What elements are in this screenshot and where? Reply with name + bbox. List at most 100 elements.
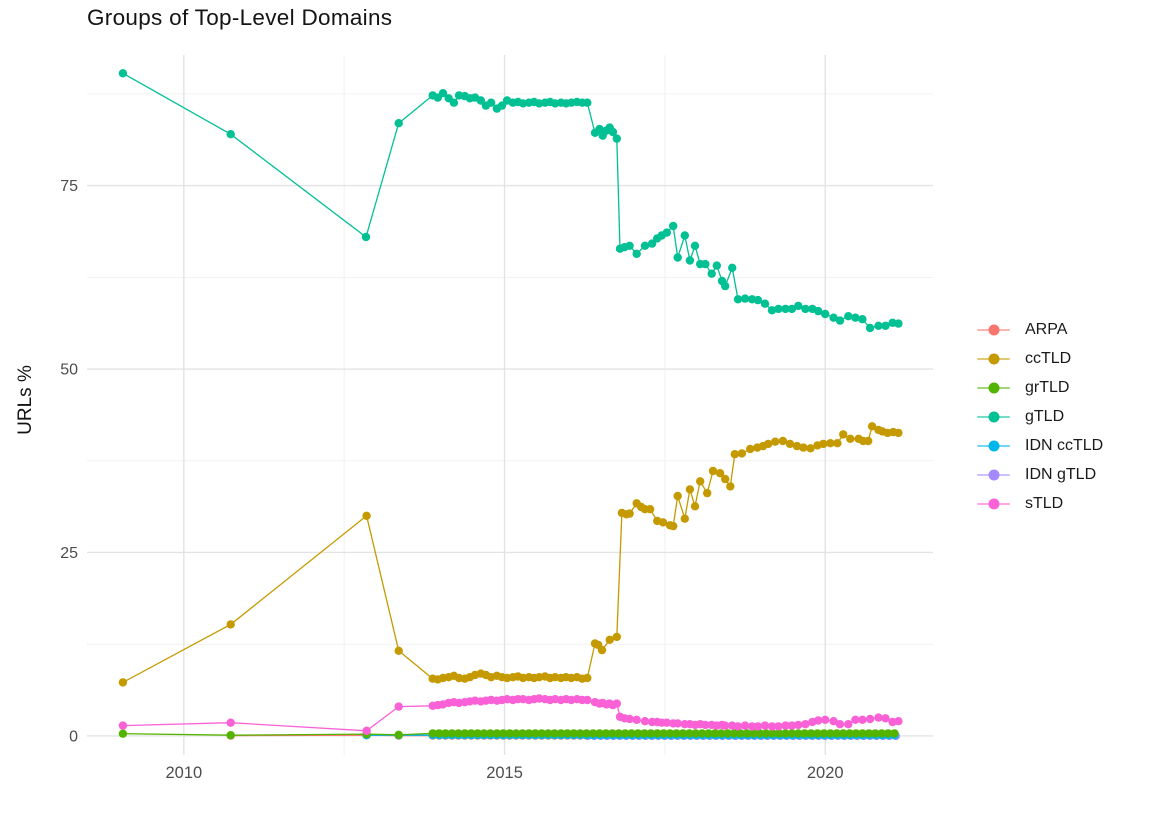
data-point-stld	[829, 717, 838, 726]
data-point-grtld	[730, 729, 739, 738]
data-point-cctld	[730, 450, 739, 459]
legend-label-cctld: ccTLD	[1025, 350, 1072, 367]
data-point-grtld	[685, 729, 694, 738]
data-point-cctld	[764, 439, 773, 449]
data-point-stld	[740, 721, 750, 730]
data-point-cctld	[833, 439, 842, 448]
data-point-gtld	[844, 312, 853, 321]
data-point-cctld	[746, 444, 755, 454]
data-point-grtld	[851, 729, 861, 738]
data-point-grtld	[537, 729, 546, 738]
data-point-gtld	[874, 321, 883, 330]
data-point-gtld	[781, 304, 790, 314]
data-point-gtld	[787, 304, 797, 314]
data-point-grtld	[877, 729, 886, 738]
data-point-stld	[787, 721, 797, 730]
legend-label-gtld: gTLD	[1025, 408, 1065, 425]
legend-dot-icon	[988, 411, 999, 423]
data-point-gtld	[608, 127, 618, 137]
data-point-grtld	[787, 729, 797, 738]
data-point-grtld	[813, 729, 822, 738]
data-point-stld	[894, 717, 903, 726]
data-point-stld	[881, 714, 890, 723]
data-point-gtld	[760, 299, 770, 308]
data-point-grtld	[492, 729, 502, 738]
y-tick-label: 75	[60, 178, 78, 195]
data-point-gtld	[361, 232, 371, 242]
data-point-cctld	[612, 632, 621, 642]
data-point-stld	[835, 720, 845, 729]
data-point-gtld	[662, 228, 671, 237]
data-point-cctld	[867, 422, 877, 431]
data-point-stld	[760, 721, 770, 730]
data-point-grtld	[653, 729, 662, 738]
data-point-cctld	[721, 474, 730, 484]
data-point-gtld	[835, 316, 845, 325]
data-point-gtld	[673, 253, 682, 262]
data-point-grtld	[518, 729, 527, 738]
data-point-grtld	[428, 729, 437, 738]
data-point-grtld	[864, 729, 874, 738]
data-point-grtld	[454, 729, 463, 738]
y-tick-label: 0	[69, 728, 78, 745]
x-tick-label: 2010	[165, 764, 202, 782]
data-point-grtld	[672, 729, 681, 738]
data-point-gtld	[632, 249, 641, 258]
data-point-gtld	[728, 263, 737, 272]
data-point-cctld	[118, 678, 128, 687]
legend-swatch-stld-icon	[977, 496, 1010, 512]
data-point-cctld	[715, 469, 725, 478]
legend-item-idn-cctld: IDN ccTLD	[977, 435, 1103, 457]
data-point-grtld	[627, 729, 636, 738]
data-point-grtld	[845, 729, 854, 738]
legend-swatch-idn-gtld-icon	[977, 467, 1010, 483]
data-point-stld	[767, 722, 777, 731]
data-point-cctld	[785, 439, 795, 449]
data-point-grtld	[118, 729, 128, 738]
data-point-stld	[874, 713, 883, 722]
x-tick-label: 2015	[486, 764, 523, 782]
data-point-gtld	[497, 101, 507, 110]
data-point-grtld	[633, 729, 643, 738]
data-point-cctld	[819, 439, 828, 449]
data-point-stld	[673, 719, 682, 728]
data-point-stld	[394, 702, 403, 711]
data-point-gtld	[774, 304, 783, 314]
data-point-grtld	[608, 729, 617, 738]
legend-swatch-cctld-icon	[977, 351, 1010, 367]
data-point-stld	[118, 721, 128, 730]
data-point-grtld	[524, 729, 534, 738]
data-point-grtld	[736, 729, 745, 738]
data-point-cctld	[894, 428, 903, 438]
data-point-stld	[583, 695, 592, 705]
data-point-gtld	[625, 241, 634, 250]
data-point-cctld	[680, 514, 689, 523]
data-point-grtld	[434, 729, 444, 738]
legend-label-grtld: grTLD	[1025, 379, 1070, 396]
legend-label-idn-cctld: IDN ccTLD	[1025, 437, 1104, 454]
data-point-stld	[821, 715, 830, 724]
data-point-cctld	[708, 466, 718, 476]
data-point-gtld	[685, 256, 695, 265]
data-point-grtld	[511, 729, 521, 738]
series-line-gtld	[122, 72, 899, 329]
data-point-stld	[781, 721, 790, 730]
data-point-grtld	[505, 729, 514, 738]
data-point-grtld	[755, 729, 764, 738]
data-point-cctld	[658, 518, 668, 527]
data-point-grtld	[691, 729, 700, 738]
legend-dot-icon	[988, 498, 999, 510]
data-point-grtld	[473, 729, 482, 738]
data-point-cctld	[799, 443, 808, 452]
data-point-gtld	[640, 241, 650, 250]
data-point-cctld	[846, 434, 855, 443]
data-point-grtld	[460, 729, 469, 738]
data-point-stld	[662, 718, 671, 727]
legend: ARPA ccTLD grTLD gTLD IDN ccTLD IDN gTLD sTLD	[977, 319, 1103, 515]
data-point-gtld	[680, 231, 689, 240]
legend-item-idn-gtld: IDN gTLD	[977, 464, 1103, 486]
legend-swatch-arpa-icon	[977, 322, 1010, 338]
data-point-grtld	[499, 729, 508, 738]
data-point-stld	[865, 714, 875, 724]
data-point-grtld	[858, 729, 867, 738]
